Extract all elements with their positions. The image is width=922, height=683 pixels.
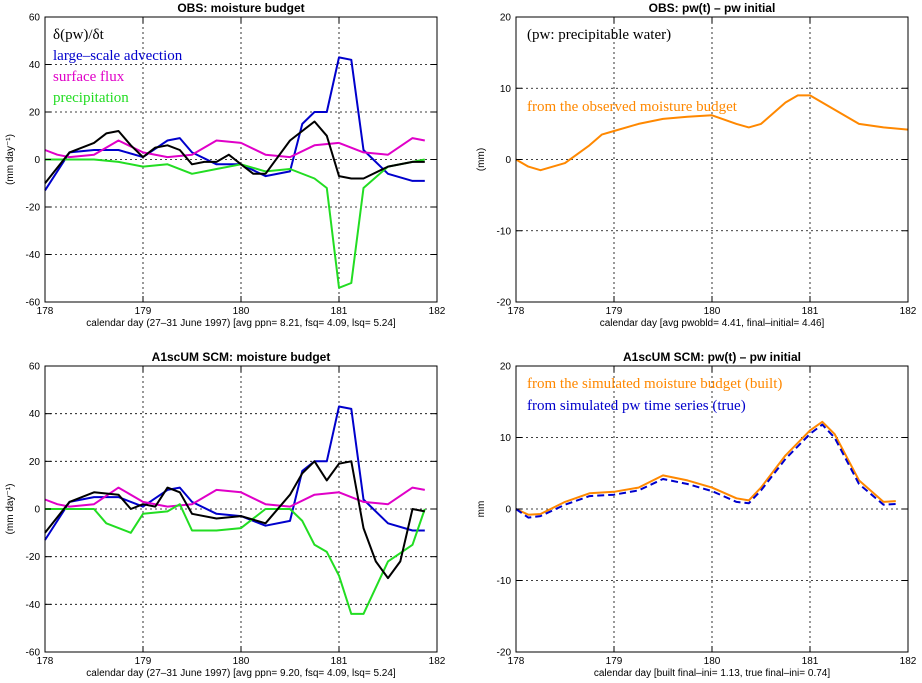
x-tick-label: 180 bbox=[704, 656, 721, 667]
y-tick-label: -60 bbox=[26, 648, 41, 659]
chart-title: OBS: moisture budget bbox=[177, 1, 304, 15]
y-tick-label: 20 bbox=[29, 457, 41, 468]
chart-panel-2: 178 179 180 181 182 -20 -10 0 10 20 OBS: pw(t) – p… bbox=[476, 1, 917, 329]
y-axis-label: (mm day⁻¹) bbox=[5, 134, 16, 185]
x-axis-label: calendar day (27–31 June 1997) [avg ppn=… bbox=[86, 318, 396, 329]
series-line-2 bbox=[44, 486, 425, 508]
legend-entry: surface flux bbox=[53, 69, 125, 85]
y-tick-label: 0 bbox=[34, 505, 40, 516]
chart-title: OBS: pw(t) – pw initial bbox=[649, 1, 776, 15]
y-tick-label: 20 bbox=[500, 13, 512, 24]
y-axis-label: (mm day⁻¹) bbox=[5, 484, 16, 535]
y-tick-label: -10 bbox=[497, 576, 512, 587]
x-tick-label: 178 bbox=[508, 306, 525, 317]
legend-entry: δ(pw)/δt bbox=[53, 27, 105, 43]
legend-entry: large–scale advection bbox=[53, 48, 183, 64]
x-tick-label: 179 bbox=[606, 306, 623, 317]
y-tick-label: 10 bbox=[500, 433, 512, 444]
legend-entry: from simulated pw time series (true) bbox=[527, 398, 746, 414]
series-line-1 bbox=[515, 420, 896, 516]
y-tick-label: 20 bbox=[500, 362, 512, 373]
y-tick-label: 0 bbox=[505, 155, 511, 166]
y-tick-label: 20 bbox=[29, 108, 41, 119]
y-tick-label: 10 bbox=[500, 84, 512, 95]
x-tick-label: 180 bbox=[233, 656, 250, 667]
x-axis-label: calendar day [built final–ini= 1.13, tru… bbox=[594, 668, 830, 679]
chart-title: A1scUM SCM: pw(t) – pw initial bbox=[623, 350, 801, 364]
y-tick-label: 0 bbox=[34, 155, 40, 166]
x-tick-label: 178 bbox=[37, 306, 54, 317]
y-tick-label: -20 bbox=[497, 648, 512, 659]
x-tick-label: 180 bbox=[233, 306, 250, 317]
y-axis-label: (mm) bbox=[476, 148, 487, 171]
y-tick-label: 40 bbox=[29, 60, 41, 71]
x-tick-label: 179 bbox=[135, 656, 152, 667]
x-tick-label: 181 bbox=[331, 306, 348, 317]
y-axis-label: mm bbox=[476, 501, 487, 518]
series-line-2 bbox=[515, 423, 896, 519]
y-tick-label: 0 bbox=[505, 505, 511, 516]
y-tick-label: -20 bbox=[26, 203, 41, 214]
chart-title: A1scUM SCM: moisture budget bbox=[152, 350, 331, 364]
series-line-3 bbox=[45, 503, 426, 615]
series-line-2 bbox=[44, 137, 425, 159]
series-line-1 bbox=[44, 56, 425, 191]
x-axis-label: calendar day [avg pwobld= 4.41, final–in… bbox=[600, 318, 825, 329]
x-tick-label: 181 bbox=[802, 656, 819, 667]
x-tick-label: 182 bbox=[429, 656, 446, 667]
x-tick-label: 182 bbox=[429, 306, 446, 317]
chart-panel-3: 178 179 180 181 182 -60 -40 -20 0 20 40 60 A1scUM SC… bbox=[5, 350, 446, 679]
y-tick-label: -60 bbox=[26, 298, 41, 309]
legend-entry: from the observed moisture budget bbox=[527, 99, 738, 115]
y-tick-label: -40 bbox=[26, 600, 41, 611]
x-tick-label: 181 bbox=[802, 306, 819, 317]
y-tick-label: -40 bbox=[26, 250, 41, 261]
y-tick-label: 60 bbox=[29, 362, 41, 373]
series-line-4 bbox=[44, 120, 425, 184]
y-tick-label: 60 bbox=[29, 13, 41, 24]
x-tick-label: 181 bbox=[331, 656, 348, 667]
series-line-3 bbox=[45, 158, 425, 289]
x-axis-label: calendar day (27–31 June 1997) [avg ppn=… bbox=[86, 668, 396, 679]
y-tick-label: -10 bbox=[497, 226, 512, 237]
chart-panel-1: 178 179 180 181 182 -60 -40 -20 0 20 40 60 OBS: mois… bbox=[5, 1, 446, 329]
series-line-1 bbox=[44, 405, 425, 541]
x-tick-label: 182 bbox=[900, 656, 917, 667]
legend-entry: from the simulated moisture budget (buil… bbox=[527, 376, 782, 392]
legend-entry: precipitation bbox=[53, 90, 129, 106]
x-tick-label: 182 bbox=[900, 306, 917, 317]
x-tick-label: 180 bbox=[704, 306, 721, 317]
x-tick-label: 178 bbox=[37, 656, 54, 667]
x-tick-label: 178 bbox=[508, 656, 525, 667]
y-tick-label: 40 bbox=[29, 409, 41, 420]
x-tick-label: 179 bbox=[135, 306, 152, 317]
y-tick-label: -20 bbox=[497, 298, 512, 309]
series-line-4 bbox=[44, 460, 425, 580]
chart-panel-4: 178 179 180 181 182 -20 -10 0 10 20 A1scUM SCM: pw… bbox=[476, 350, 917, 679]
x-tick-label: 179 bbox=[606, 656, 623, 667]
y-tick-label: -20 bbox=[26, 552, 41, 563]
series-line-1 bbox=[515, 94, 909, 172]
legend-entry: (pw: precipitable water) bbox=[527, 27, 671, 43]
